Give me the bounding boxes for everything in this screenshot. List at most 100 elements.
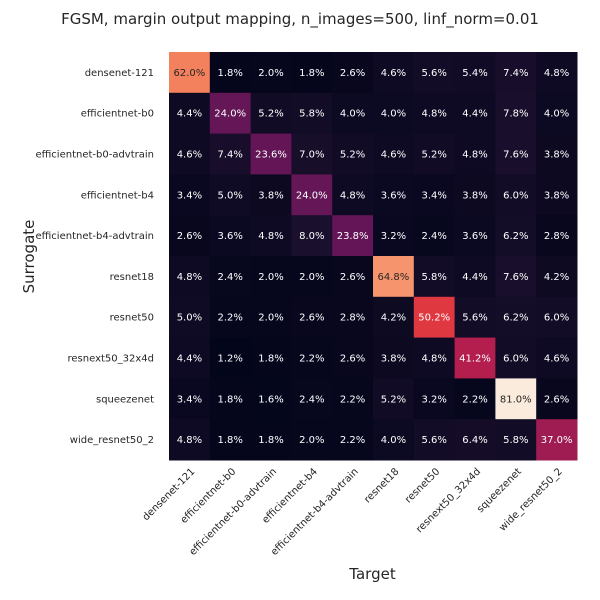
heatmap-cell-label: 3.8% (544, 190, 569, 201)
heatmap-cell (250, 337, 292, 379)
heatmap-cell (373, 92, 415, 135)
heatmap-cell-labels: 62.0% 1.8% 2.0% 1.8% 2.6% 4.6% 5.6% 5.4% 7.4% 4.8… (174, 68, 573, 446)
heatmap-cell-label: 4.8% (258, 231, 283, 242)
heatmap-cell (291, 419, 333, 461)
heatmap-cell-label: 5.6% (421, 68, 446, 79)
heatmap-cell-label: 5.8% (503, 435, 528, 446)
heatmap-cell-label: 5.0% (217, 190, 242, 201)
y-tick-label: squeezenet (96, 394, 154, 405)
heatmap-cell (536, 52, 578, 94)
heatmap-cell-label: 7.0% (299, 150, 324, 161)
heatmap-cell (454, 378, 496, 420)
heatmap-cell (250, 378, 292, 420)
heatmap-cell (332, 256, 374, 298)
heatmap-cell (209, 174, 252, 216)
heatmap-cell-label: 5.2% (421, 150, 446, 161)
heatmap-cell (454, 133, 496, 175)
heatmap-cell-label: 4.8% (421, 354, 446, 365)
y-tick-label: efficientnet-b4 (81, 190, 154, 201)
heatmap-cell-label: 5.4% (462, 68, 487, 79)
heatmap-cell-label: 2.4% (421, 231, 446, 242)
heatmap-cell (536, 215, 578, 257)
heatmap-cell (536, 174, 578, 216)
heatmap-cell-label: 3.8% (544, 150, 569, 161)
heatmap-cell (413, 92, 456, 135)
y-tick-labels: densenet-121 efficientnet-b0 efficientnet-… (35, 68, 154, 446)
heatmap-cell (536, 419, 578, 461)
heatmap-cell-label: 2.6% (340, 272, 365, 283)
heatmap-cell-label: 1.2% (217, 354, 242, 365)
heatmap-cell-label: 1.8% (299, 68, 324, 79)
heatmap-cell (373, 337, 415, 379)
heatmap-cell (250, 133, 292, 175)
heatmap-cell (373, 378, 415, 420)
heatmap-cell-label: 4.6% (544, 354, 569, 365)
heatmap-cell-label: 2.2% (299, 354, 324, 365)
heatmap-cell-label: 4.4% (462, 272, 487, 283)
heatmap-cell-label: 5.8% (421, 272, 446, 283)
heatmap-cell (373, 52, 415, 94)
heatmap-cell-label: 4.6% (381, 68, 406, 79)
heatmap-cell-label: 1.8% (217, 68, 242, 79)
heatmap-cell (291, 378, 333, 420)
heatmap-cell (169, 174, 211, 216)
heatmap-cell (332, 52, 374, 94)
heatmap-cell (373, 419, 415, 461)
heatmap-cell-label: 64.8% (378, 272, 410, 283)
heatmap-cell (332, 337, 374, 379)
heatmap-cell (495, 174, 537, 216)
heatmap-cell (169, 133, 211, 175)
chart-title: FGSM, margin output mapping, n_images=50… (61, 10, 539, 29)
heatmap-cell-label: 23.6% (255, 150, 287, 161)
y-tick-label: densenet-121 (85, 68, 154, 79)
heatmap-cell (495, 337, 537, 379)
heatmap-cell-label: 2.2% (462, 394, 487, 405)
heatmap-cell-label: 7.4% (503, 68, 528, 79)
heatmap-cell (291, 92, 333, 135)
heatmap-cell-label: 4.0% (340, 109, 365, 120)
heatmap-cell (373, 215, 415, 257)
heatmap-cell-label: 4.8% (177, 435, 202, 446)
heatmap-cell (536, 378, 578, 420)
heatmap-cell-label: 3.4% (421, 190, 446, 201)
heatmap-cell (454, 52, 496, 94)
y-axis-label: Surrogate (20, 220, 38, 294)
heatmap-cell-label: 4.6% (381, 150, 406, 161)
y-tick-label: resnet50 (110, 313, 154, 324)
heatmap-cell (373, 256, 415, 298)
heatmap-cell-label: 6.0% (503, 354, 528, 365)
heatmap-cell (250, 215, 292, 257)
heatmap-cell-label: 2.2% (340, 394, 365, 405)
heatmap-cell (454, 296, 496, 339)
heatmap-cell-label: 6.2% (503, 231, 528, 242)
heatmap-cell-label: 4.0% (381, 109, 406, 120)
heatmap-cell-label: 41.2% (459, 354, 491, 365)
heatmap-cell-label: 6.4% (462, 435, 487, 446)
heatmap-cell-label: 81.0% (500, 394, 532, 405)
heatmap-cell-label: 23.8% (337, 231, 369, 242)
heatmap-cell (209, 215, 252, 257)
heatmap-cell (209, 378, 252, 420)
heatmap-cell (169, 256, 211, 298)
y-tick-label: efficientnet-b0-advtrain (35, 150, 154, 161)
heatmap-cell-label: 5.0% (177, 313, 202, 324)
heatmap-cell-label: 5.8% (299, 109, 324, 120)
heatmap-cell (413, 256, 456, 298)
heatmap-cell (332, 133, 374, 175)
heatmap-cell (373, 133, 415, 175)
heatmap-cell-label: 5.2% (340, 150, 365, 161)
heatmap-cell-label: 4.8% (462, 150, 487, 161)
heatmap-cell (536, 337, 578, 379)
x-tick-label: resnet18 (362, 466, 401, 505)
heatmap-cell-label: 1.8% (258, 354, 283, 365)
heatmap-cell (291, 52, 333, 94)
x-tick-label: resnet50 (403, 466, 442, 505)
heatmap-cell-label: 3.6% (462, 231, 487, 242)
heatmap-cell (209, 296, 252, 339)
heatmap-cell-label: 4.4% (177, 109, 202, 120)
heatmap-cell-label: 2.8% (544, 231, 569, 242)
x-axis-label: Target (348, 565, 396, 583)
heatmap-cell (169, 52, 211, 94)
heatmap-cell-label: 4.4% (177, 354, 202, 365)
heatmap-cell-label: 3.2% (421, 394, 446, 405)
